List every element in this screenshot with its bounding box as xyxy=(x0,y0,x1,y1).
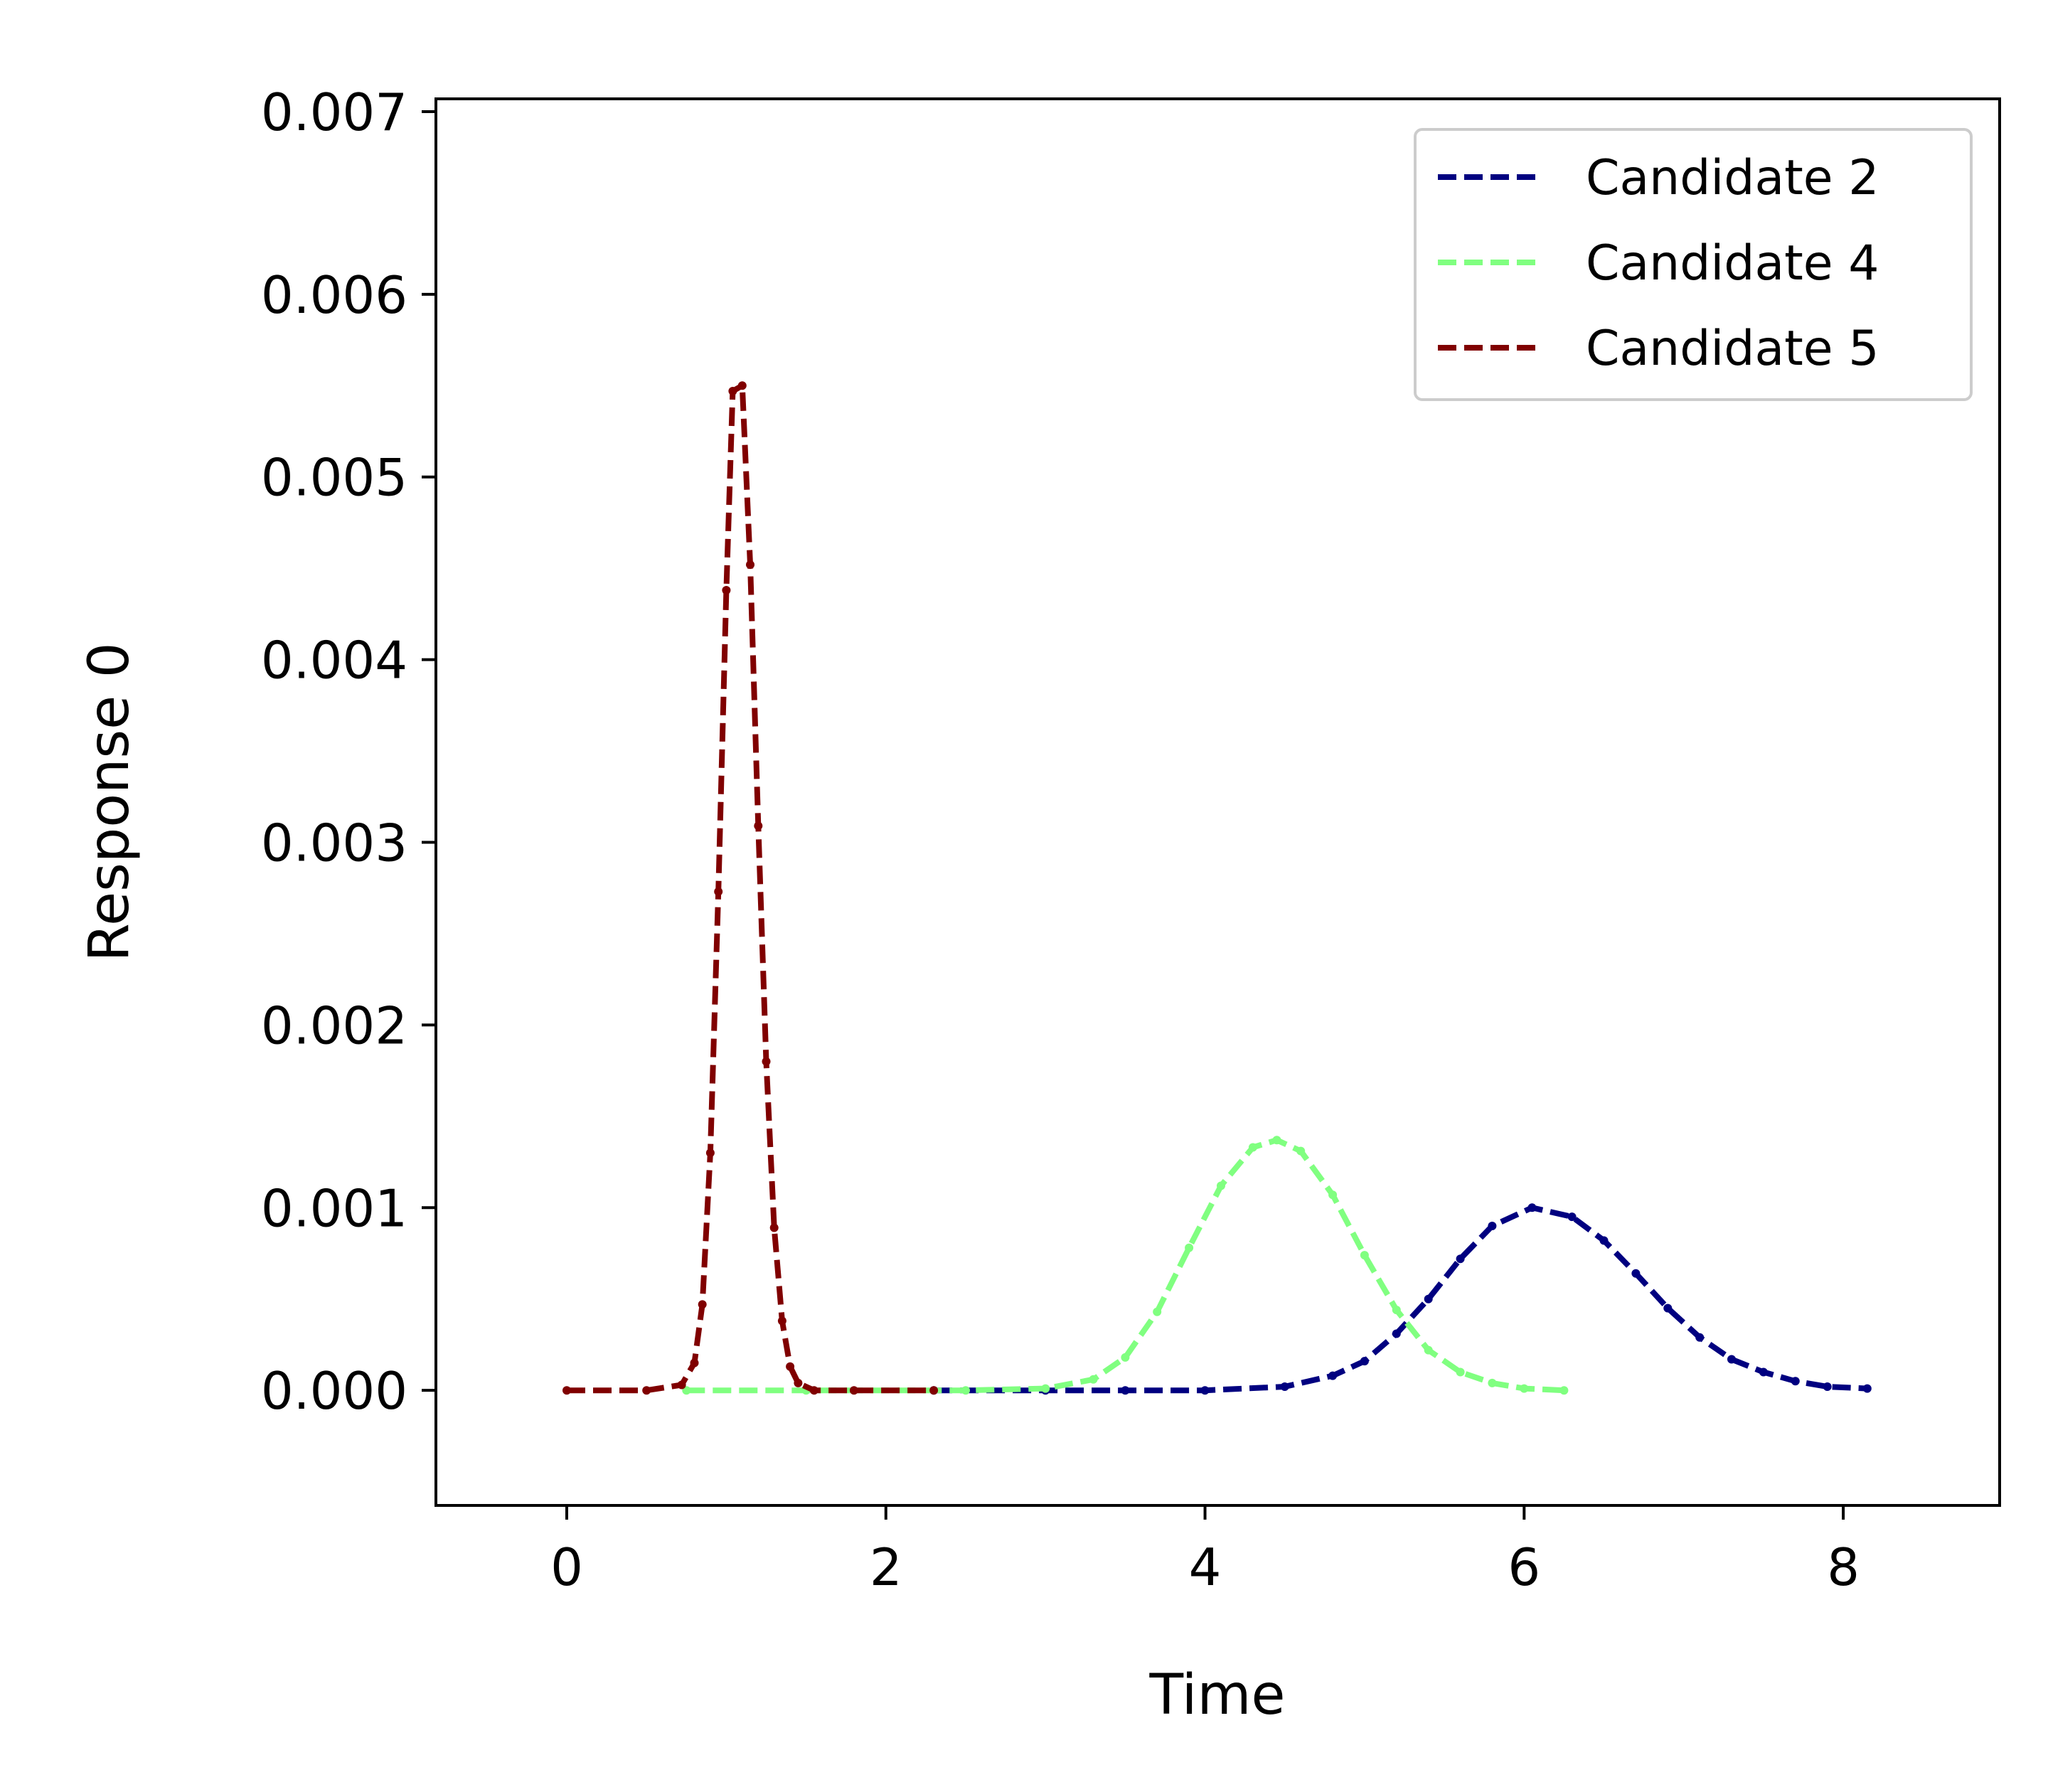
y-tick-label: 0.004 xyxy=(261,631,407,690)
data-point xyxy=(1791,1377,1800,1386)
data-point xyxy=(562,1386,571,1395)
data-point xyxy=(1041,1384,1050,1393)
data-point xyxy=(1272,1136,1281,1145)
data-point xyxy=(642,1386,651,1395)
data-point xyxy=(1488,1378,1497,1387)
data-point xyxy=(722,586,731,594)
data-point xyxy=(929,1386,939,1395)
data-point xyxy=(698,1300,707,1309)
data-point xyxy=(1200,1386,1210,1395)
series-line xyxy=(686,1137,1564,1394)
data-point xyxy=(809,1386,818,1395)
data-point xyxy=(1248,1143,1257,1152)
data-point xyxy=(1520,1384,1529,1393)
data-point xyxy=(737,381,747,390)
data-point xyxy=(769,1223,779,1232)
data-point xyxy=(1217,1181,1225,1190)
x-tick-label: 8 xyxy=(1827,1537,1860,1597)
data-point xyxy=(1328,1371,1338,1380)
data-point xyxy=(746,560,754,570)
data-point xyxy=(677,1380,686,1390)
data-point xyxy=(1559,1386,1569,1395)
data-point xyxy=(728,387,737,395)
y-tick-label: 0.002 xyxy=(261,996,407,1055)
data-point xyxy=(1153,1307,1162,1316)
data-point xyxy=(1360,1357,1369,1366)
data-point xyxy=(1424,1345,1433,1355)
series-3 xyxy=(562,381,939,1395)
y-tick-label: 0.001 xyxy=(261,1178,407,1238)
data-point xyxy=(1392,1306,1401,1315)
data-point xyxy=(1121,1386,1130,1395)
data-point xyxy=(1631,1269,1641,1278)
data-point xyxy=(714,887,723,896)
data-point xyxy=(1328,1190,1338,1200)
legend-label-1: Candidate 2 xyxy=(1586,150,1879,206)
data-point xyxy=(762,1057,771,1066)
data-point xyxy=(1862,1384,1872,1393)
x-tick-label: 0 xyxy=(550,1537,583,1597)
x-tick-label: 6 xyxy=(1508,1537,1540,1597)
x-tick-label: 4 xyxy=(1189,1537,1222,1597)
data-point xyxy=(1392,1329,1401,1338)
data-point xyxy=(1089,1375,1098,1384)
data-point xyxy=(794,1378,803,1387)
data-point xyxy=(777,1316,786,1326)
data-point xyxy=(961,1386,970,1395)
series-line xyxy=(934,1205,1867,1394)
data-point xyxy=(1823,1382,1832,1391)
data-point xyxy=(1424,1294,1433,1303)
data-point xyxy=(1527,1203,1537,1212)
data-point xyxy=(1456,1367,1465,1377)
data-point xyxy=(1121,1353,1130,1362)
axes-frame xyxy=(434,97,2001,1507)
data-point xyxy=(1695,1333,1705,1342)
legend-label-2: Candidate 4 xyxy=(1586,235,1879,292)
data-point xyxy=(1456,1254,1465,1264)
data-point xyxy=(705,1148,715,1158)
data-point xyxy=(1727,1355,1736,1364)
x-axis-label: Time xyxy=(1149,1663,1286,1727)
data-point xyxy=(1759,1367,1768,1377)
y-tick-label: 0.005 xyxy=(261,448,407,508)
plot-area xyxy=(562,381,1872,1395)
series-2 xyxy=(682,1136,1569,1395)
data-point xyxy=(1360,1251,1369,1260)
data-point xyxy=(1488,1222,1497,1230)
data-point xyxy=(1185,1243,1194,1252)
data-point xyxy=(1567,1212,1577,1222)
data-point xyxy=(1599,1236,1609,1245)
y-tick-label: 0.006 xyxy=(261,265,407,325)
legend-label-3: Candidate 5 xyxy=(1586,321,1879,377)
y-tick-label: 0.007 xyxy=(261,82,407,142)
data-point xyxy=(786,1362,795,1371)
y-tick-label: 0.003 xyxy=(261,814,407,873)
axis-ticks: 0 2 4 6 8 0.000 0.001 0.002 0.003 0.004 0.005 0.006… xyxy=(261,82,1860,1597)
legend-box xyxy=(1414,128,1973,401)
data-point xyxy=(754,821,763,831)
data-point xyxy=(690,1358,699,1367)
x-tick-label: 2 xyxy=(870,1537,902,1597)
data-point xyxy=(1280,1382,1289,1391)
y-tick-label: 0.000 xyxy=(261,1361,407,1421)
data-point xyxy=(1663,1303,1673,1313)
data-point xyxy=(1296,1146,1306,1156)
legend: Candidate 2 Candidate 4 Candidate 5 xyxy=(1414,128,1973,401)
data-point xyxy=(849,1386,858,1395)
y-axis-label: Response 0 xyxy=(78,642,142,961)
